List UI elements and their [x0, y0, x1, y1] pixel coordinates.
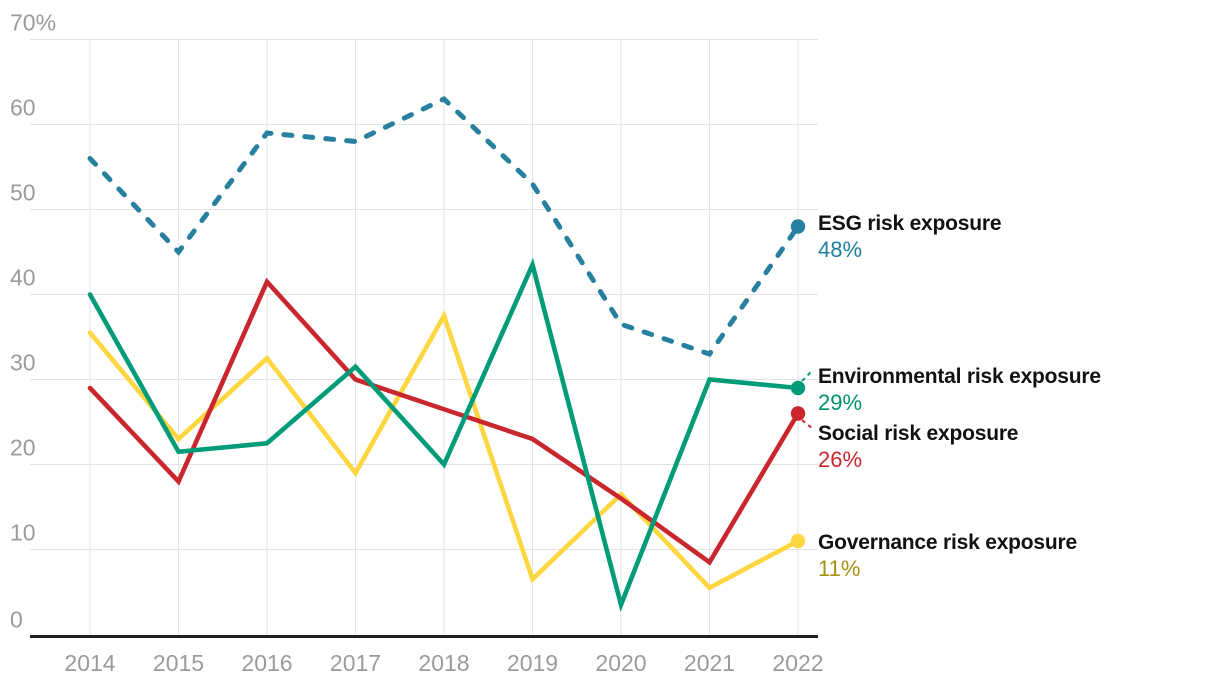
y-tick-label: 50 — [10, 180, 36, 206]
series-end-value: 48% — [818, 236, 863, 262]
x-tick-label: 2019 — [507, 650, 558, 676]
series-name: Environmental risk exposure — [818, 365, 1101, 388]
x-tick-label: 2018 — [418, 650, 469, 676]
label-leader-environmental-risk-exposure — [801, 369, 814, 382]
endpoint-dot-environmental-risk-exposure — [790, 380, 806, 396]
label-leader-social-risk-exposure — [801, 419, 814, 430]
series-label-social-risk-exposure: Social risk exposure 26% — [818, 421, 1018, 473]
y-tick-label: 70% — [10, 10, 56, 36]
series-name: ESG risk exposure — [818, 211, 1002, 235]
series-name: Social risk exposure — [818, 421, 1019, 445]
series-end-value: 29% — [818, 390, 863, 415]
x-tick-label: 2016 — [241, 650, 292, 676]
x-tick-label: 2014 — [64, 650, 115, 676]
endpoint-dot-social-risk-exposure — [790, 406, 806, 421]
y-tick-label: 60 — [10, 95, 36, 121]
y-tick-label: 10 — [10, 520, 36, 546]
series-line-social-risk-exposure — [87, 277, 801, 566]
series-label-esg-risk-exposure: ESG risk exposure 48% — [818, 211, 1002, 263]
endpoint-dot-governance-risk-exposure — [790, 533, 806, 549]
vertical-gridlines — [89, 39, 799, 637]
x-tick-label: 2015 — [153, 650, 204, 676]
series-end-value: 26% — [818, 446, 863, 472]
x-tick-label: 2020 — [595, 650, 646, 676]
y-tick-label: 30 — [10, 350, 36, 376]
x-tick-label: 2021 — [684, 650, 735, 676]
y-axis-labels: 70% 60 50 40 30 20 10 0 — [10, 10, 56, 633]
series-line-environmental-risk-exposure — [87, 257, 801, 613]
series-label-environmental-risk-exposure: Environmental risk exposure 29% — [818, 364, 1101, 416]
series-label-governance-risk-exposure: Governance risk exposure 11% — [818, 530, 1077, 582]
x-tick-label: 2017 — [330, 650, 381, 676]
y-tick-label: 20 — [10, 435, 36, 461]
endpoint-dot-esg-risk-exposure — [790, 219, 806, 234]
horizontal-gridlines — [30, 39, 818, 550]
y-tick-label: 0 — [10, 607, 23, 633]
x-tick-label: 2022 — [772, 650, 823, 676]
x-axis-labels: 2014 2015 2016 2017 2018 2019 2020 2021 2022 — [64, 650, 823, 676]
series-line-esg-risk-exposure — [87, 95, 801, 357]
series-name: Governance risk exposure — [818, 531, 1077, 554]
y-tick-label: 40 — [10, 265, 36, 291]
series-end-value: 11% — [818, 556, 861, 581]
